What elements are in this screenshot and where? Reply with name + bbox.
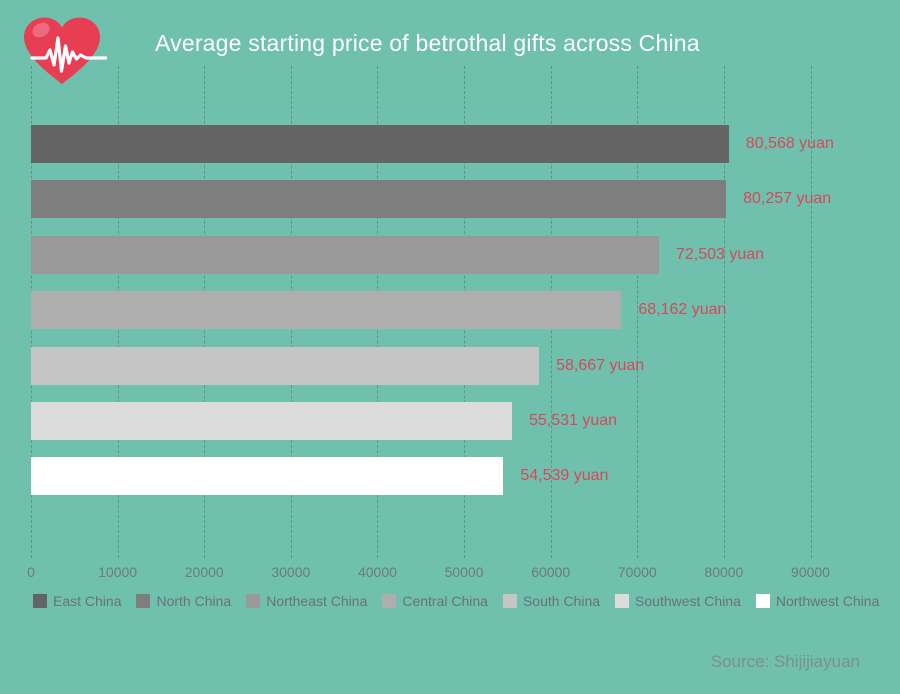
legend-item-east-china: East China	[33, 593, 121, 609]
source-note: Source: Shijijiayuan	[710, 652, 860, 671]
legend-item-north-china: North China	[136, 593, 231, 609]
axis-tick-label: 60000	[531, 564, 571, 580]
bar-northeast-china	[31, 235, 659, 274]
legend-item-central-china: Central China	[382, 593, 488, 609]
legend-label: Northwest China	[775, 593, 880, 609]
legend-label: Central China	[402, 593, 488, 609]
axis-tick-label: 0	[27, 564, 35, 580]
bar-southwest-china	[31, 402, 512, 440]
bar-value-label: 68,162 yuan	[638, 301, 727, 319]
legend-item-south-china: South China	[502, 593, 601, 609]
bar-central-china	[31, 291, 622, 330]
gridline	[810, 66, 812, 558]
legend-item-northeast-china: Northeast China	[246, 593, 367, 609]
legend-swatch	[382, 594, 397, 608]
heart-pulse-icon	[24, 17, 107, 84]
legend-swatch	[33, 594, 47, 608]
legend-label: Northeast China	[266, 593, 368, 609]
legend-label: East China	[53, 593, 122, 609]
legend-item-southwest-china: Southwest China	[615, 593, 741, 609]
gridline	[723, 66, 725, 558]
axis-tick-label: 10000	[98, 564, 138, 580]
bar-east-china	[31, 125, 729, 163]
legend-label: North China	[156, 593, 232, 609]
axis-tick-label: 30000	[271, 564, 311, 580]
legend-swatch	[136, 594, 151, 608]
axis-tick-label: 20000	[184, 564, 224, 580]
axis-tick-label: 90000	[791, 564, 830, 580]
chart-title: Average starting price of betrothal gift…	[155, 30, 700, 56]
axis-tick-label: 80000	[704, 564, 744, 580]
legend-swatch	[502, 594, 517, 608]
heart-highlight	[32, 22, 50, 38]
gridline	[637, 66, 639, 558]
legend: East China North China Northeast China Cent…	[33, 593, 879, 609]
bar-value-label: 80,568 yuan	[745, 135, 834, 152]
legend-label: South China	[522, 593, 601, 609]
bar-value-label: 58,667 yuan	[556, 356, 645, 374]
legend-label: Southwest China	[635, 593, 741, 609]
legend-swatch	[615, 594, 630, 608]
legend-swatch	[246, 594, 261, 608]
bar-northwest-china	[31, 457, 504, 496]
bar-value-label: 55,531 yuan	[528, 412, 618, 429]
legend-swatch	[755, 594, 770, 608]
x-axis: 0 10000 20000 30000 40000 50000 60000 70000 8000…	[0, 564, 900, 584]
bar-north-china	[31, 180, 727, 219]
axis-tick-label: 50000	[444, 564, 484, 580]
legend-item-northwest-china: Northwest China	[755, 593, 880, 609]
bar-value-label: 72,503 yuan	[675, 245, 765, 263]
bar-value-label: 54,539 yuan	[520, 467, 609, 485]
bar-value-label: 80,257 yuan	[743, 190, 832, 208]
pulse-line	[30, 36, 107, 73]
axis-tick-label: 40000	[357, 564, 397, 580]
bar-south-china	[31, 346, 540, 385]
axis-tick-label: 70000	[617, 564, 657, 580]
